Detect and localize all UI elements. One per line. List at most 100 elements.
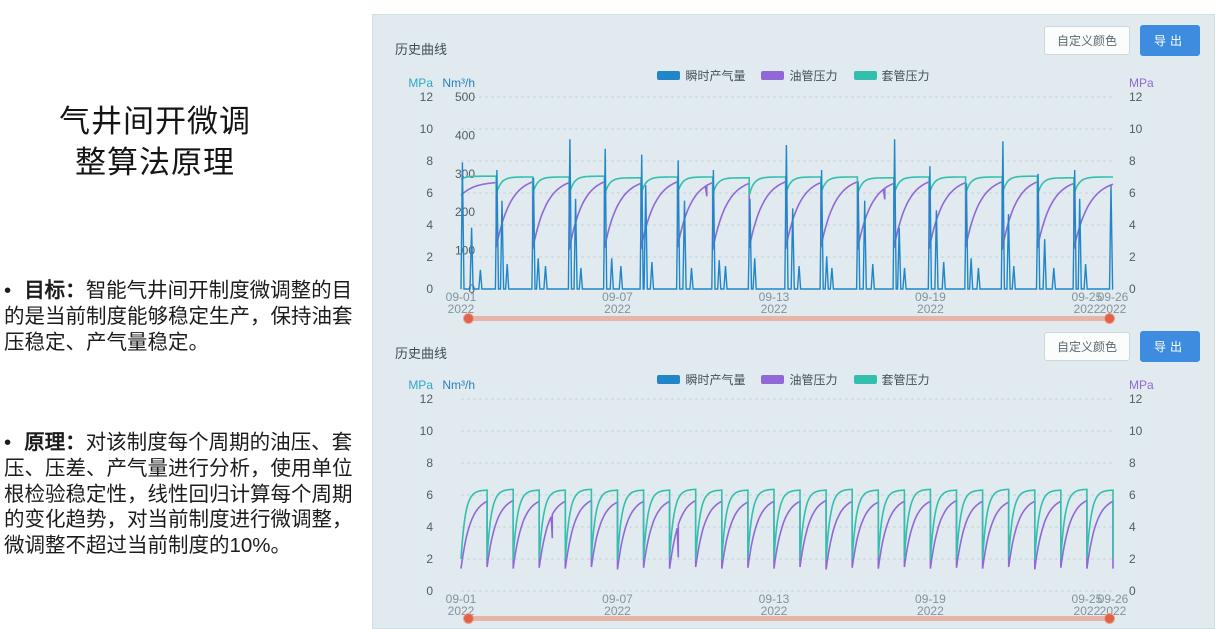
legend-item-gas-rate[interactable]: 瞬时产气量 [657, 67, 745, 84]
legend-swatch [657, 71, 681, 80]
svg-text:2022: 2022 [917, 604, 944, 618]
legend-label: 套管压力 [881, 69, 930, 83]
svg-text:6: 6 [1129, 186, 1136, 200]
bullet-marker: • [4, 279, 12, 302]
datazoom-handle-right[interactable] [1104, 313, 1115, 324]
legend-item-casing-pressure[interactable]: 套管压力 [853, 67, 930, 84]
svg-text:4: 4 [1129, 520, 1136, 534]
svg-text:Nm³/h: Nm³/h [442, 77, 475, 90]
history-panel: 历史曲线 自定义颜色 导出 瞬时产气量 油管压力 套管压力 MPa Nm³/h MP… [372, 14, 1215, 629]
svg-text:09-25: 09-25 [1072, 592, 1103, 606]
legend-swatch [657, 375, 681, 384]
datazoom-track[interactable] [467, 616, 1111, 621]
bullet-principle: • 原理：对该制度每个周期的油压、套压、压差、产气量进行分析，使用单位根检验稳定性… [4, 430, 360, 559]
legend-swatch [853, 71, 877, 80]
legend-item-gas-rate[interactable]: 瞬时产气量 [657, 371, 745, 388]
svg-text:09-19: 09-19 [915, 290, 946, 304]
legend-item-casing-pressure[interactable]: 套管压力 [853, 371, 930, 388]
chart-toolbar: 自定义颜色 导出 [1043, 331, 1200, 362]
bullet-text: 智能气井间开制度微调整的目的是当前制度能够稳定生产，保持油套压稳定、产气量稳定。 [4, 279, 353, 354]
legend-label: 油管压力 [789, 373, 838, 387]
bullet-label: 原理： [24, 431, 86, 454]
legend-swatch [853, 375, 877, 384]
page-title-line1: 气井间开微调 [59, 104, 251, 139]
svg-text:2022: 2022 [761, 302, 788, 316]
svg-text:12: 12 [420, 392, 434, 406]
legend-swatch [761, 71, 785, 80]
svg-text:09-13: 09-13 [759, 290, 790, 304]
svg-text:0: 0 [426, 282, 433, 296]
legend-item-tubing-pressure[interactable]: 油管压力 [761, 371, 838, 388]
datazoom-handle-right[interactable] [1104, 613, 1115, 624]
svg-text:2: 2 [1129, 552, 1136, 566]
legend-label: 瞬时产气量 [685, 373, 746, 387]
svg-text:400: 400 [455, 128, 475, 142]
datazoom-handle-left[interactable] [463, 613, 474, 624]
legend-item-tubing-pressure[interactable]: 油管压力 [761, 67, 838, 84]
chart-canvas[interactable]: MPa Nm³/h MPa02468101202468101209-01202209… [373, 379, 1216, 619]
svg-text:09-19: 09-19 [915, 592, 946, 606]
svg-text:2022: 2022 [448, 302, 475, 316]
svg-text:200: 200 [455, 205, 475, 219]
svg-text:12: 12 [1129, 392, 1143, 406]
chart-title: 历史曲线 [395, 346, 448, 361]
bullet-goal: • 目标：智能气井间开制度微调整的目的是当前制度能够稳定生产，保持油套压稳定、产气… [4, 278, 360, 355]
custom-color-button[interactable]: 自定义颜色 [1043, 332, 1130, 361]
svg-text:8: 8 [426, 456, 433, 470]
svg-text:2: 2 [426, 552, 433, 566]
svg-text:2022: 2022 [917, 302, 944, 316]
svg-text:0: 0 [1129, 584, 1136, 598]
datazoom-handle-left[interactable] [463, 313, 474, 324]
bullet-text: 对该制度每个周期的油压、套压、压差、产气量进行分析，使用单位根检验稳定性，线性回… [4, 431, 353, 558]
svg-text:MPa: MPa [1129, 379, 1154, 392]
svg-text:6: 6 [426, 186, 433, 200]
svg-text:2022: 2022 [604, 604, 631, 618]
svg-text:300: 300 [455, 167, 475, 181]
svg-text:4: 4 [1129, 218, 1136, 232]
svg-text:MPa: MPa [408, 77, 433, 90]
chart-legend: 瞬时产气量 油管压力 套管压力 [373, 371, 1214, 388]
export-button[interactable]: 导出 [1139, 25, 1200, 56]
svg-text:4: 4 [426, 218, 433, 232]
svg-text:MPa: MPa [408, 379, 433, 392]
svg-text:09-13: 09-13 [759, 592, 790, 606]
datazoom-slider[interactable] [463, 613, 1115, 625]
datazoom-slider[interactable] [463, 313, 1115, 325]
export-button[interactable]: 导出 [1139, 331, 1200, 362]
legend-swatch [761, 375, 785, 384]
svg-text:8: 8 [1129, 456, 1136, 470]
bullet-marker: • [4, 431, 12, 454]
svg-text:2022: 2022 [1100, 302, 1127, 316]
svg-text:09-26: 09-26 [1098, 290, 1129, 304]
svg-text:2022: 2022 [761, 604, 788, 618]
chart-card-top: 历史曲线 自定义颜色 导出 瞬时产气量 油管压力 套管压力 MPa Nm³/h MP… [373, 15, 1216, 325]
svg-text:09-07: 09-07 [602, 290, 633, 304]
svg-text:4: 4 [426, 520, 433, 534]
svg-text:0: 0 [468, 282, 475, 296]
legend-label: 套管压力 [881, 373, 930, 387]
datazoom-track[interactable] [467, 316, 1111, 321]
svg-text:10: 10 [1129, 122, 1143, 136]
svg-text:10: 10 [420, 122, 434, 136]
svg-text:6: 6 [426, 488, 433, 502]
legend-label: 瞬时产气量 [685, 69, 746, 83]
svg-text:2022: 2022 [1074, 302, 1101, 316]
svg-text:8: 8 [1129, 154, 1136, 168]
svg-text:500: 500 [455, 90, 475, 104]
svg-text:MPa: MPa [1129, 77, 1154, 90]
custom-color-button[interactable]: 自定义颜色 [1043, 26, 1130, 55]
svg-text:Nm³/h: Nm³/h [442, 379, 475, 392]
page-title: 气井间开微调 整算法原理 [0, 102, 310, 184]
chart-canvas[interactable]: MPa Nm³/h MPa02468101201002003004005000246… [373, 77, 1216, 317]
svg-text:09-01: 09-01 [446, 592, 477, 606]
svg-text:2022: 2022 [1074, 604, 1101, 618]
svg-text:0: 0 [1129, 282, 1136, 296]
legend-label: 油管压力 [789, 69, 838, 83]
chart-title: 历史曲线 [395, 42, 448, 57]
svg-text:12: 12 [1129, 90, 1143, 104]
svg-text:10: 10 [420, 424, 434, 438]
svg-text:0: 0 [426, 584, 433, 598]
chart-card-bottom: 历史曲线 自定义颜色 导出 瞬时产气量 油管压力 套管压力 MPa Nm³/h MP… [373, 323, 1214, 629]
svg-text:6: 6 [1129, 488, 1136, 502]
chart-toolbar: 自定义颜色 导出 [1043, 25, 1200, 56]
